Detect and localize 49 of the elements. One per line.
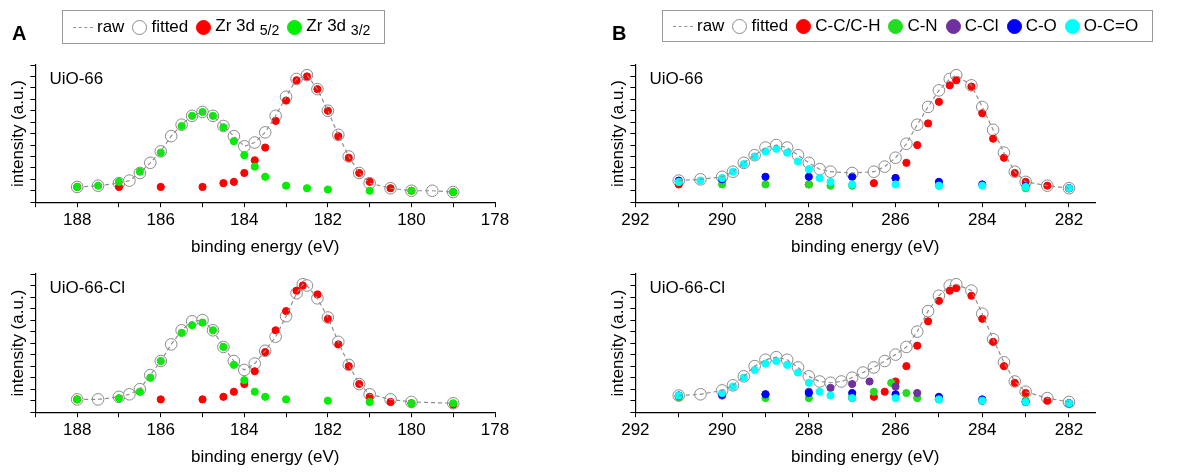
y-axis-title: intensity (a.u.) xyxy=(7,80,27,187)
x-tick-label: 182 xyxy=(313,210,343,230)
x-axis-title: binding energy (eV) xyxy=(791,237,940,257)
x-tick-label: 188 xyxy=(62,420,92,440)
y-axis-title: intensity (a.u.) xyxy=(607,289,627,397)
x-tick-label: 290 xyxy=(707,210,737,230)
x-tick-label: 184 xyxy=(230,420,259,440)
x-tick-label: 292 xyxy=(621,210,650,230)
legend-label: Zr 3d $_{5/2}$ xyxy=(215,16,280,39)
legend-label: fitted xyxy=(151,17,189,38)
x-tick-label: 282 xyxy=(1054,210,1084,230)
y-axis-title: intensity (a.u.) xyxy=(607,80,627,187)
legend-label: fitted xyxy=(751,16,789,36)
x-tick-label: 182 xyxy=(313,420,343,440)
x-tick-label: 186 xyxy=(146,420,175,440)
chart-title: B xyxy=(612,22,627,45)
x-tick-label: 282 xyxy=(1054,420,1084,440)
x-tick-label: 180 xyxy=(397,210,426,230)
annotation: UiO-66-Cl xyxy=(49,278,125,298)
x-tick-label: 292 xyxy=(621,420,650,440)
x-tick-label: 284 xyxy=(968,210,997,230)
legend-label: raw xyxy=(97,17,125,38)
x-tick-label: 178 xyxy=(480,210,510,230)
legend-label: Zr 3d $_{3/2}$ xyxy=(306,16,371,39)
x-axis-title: binding energy (eV) xyxy=(191,447,340,467)
x-tick-label: 288 xyxy=(794,210,824,230)
x-tick-label: 186 xyxy=(146,210,175,230)
legend-label: O-C=O xyxy=(1083,16,1139,36)
x-tick-label: 290 xyxy=(707,420,737,440)
legend-label: C-O xyxy=(1025,16,1057,36)
x-tick-label: 288 xyxy=(794,420,824,440)
x-tick-label: 188 xyxy=(62,210,92,230)
annotation: UiO-66 xyxy=(649,69,704,89)
legend-label: C-Cl xyxy=(964,16,999,36)
legend-label: C-N xyxy=(907,16,938,36)
x-tick-label: 286 xyxy=(881,420,910,440)
x-tick-label: 286 xyxy=(881,210,910,230)
x-tick-label: 180 xyxy=(397,420,426,440)
annotation: UiO-66-Cl xyxy=(649,278,725,298)
x-tick-label: 184 xyxy=(230,210,259,230)
x-axis-title: binding energy (eV) xyxy=(791,447,940,467)
x-tick-label: 178 xyxy=(480,420,510,440)
annotation: UiO-66 xyxy=(49,69,104,89)
legend-label: raw xyxy=(697,16,725,36)
x-tick-label: 284 xyxy=(968,420,997,440)
chart-title: A xyxy=(12,22,27,45)
legend-label: C-C/C-H xyxy=(815,16,881,36)
y-axis-title: intensity (a.u.) xyxy=(7,289,27,397)
x-axis-title: binding energy (eV) xyxy=(191,237,340,257)
